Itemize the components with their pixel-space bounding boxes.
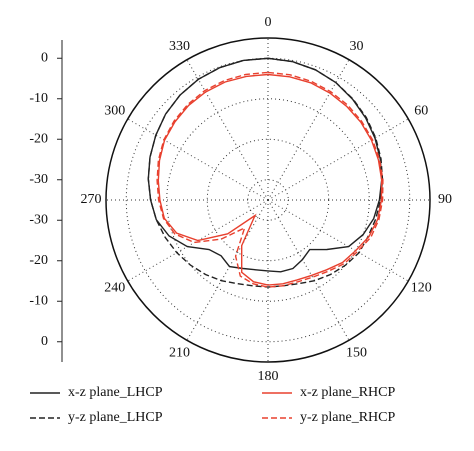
theta-tick-label: 270 — [81, 192, 102, 207]
grid-spoke — [186, 199, 269, 341]
theta-tick-label: 60 — [414, 104, 428, 119]
r-tick-label: -20 — [29, 253, 48, 268]
r-tick-label: 0 — [41, 50, 48, 65]
r-tick-label: -20 — [29, 131, 48, 146]
theta-tick-label: 240 — [104, 281, 125, 296]
legend-label: y-z plane_LHCP — [68, 410, 163, 425]
series-line — [157, 73, 383, 286]
legend-label: x-z plane_LHCP — [68, 385, 163, 400]
r-tick-label: -10 — [29, 293, 48, 308]
theta-tick-label: 150 — [346, 346, 367, 361]
grid-spoke — [267, 59, 350, 201]
grid-circle — [166, 98, 370, 302]
grid-spoke — [267, 199, 409, 282]
theta-tick-label: 210 — [169, 346, 190, 361]
grid-spoke — [127, 118, 269, 201]
outer-circle — [105, 37, 431, 363]
legend-label: y-z plane_RHCP — [300, 410, 395, 425]
theta-tick-label: 0 — [265, 15, 272, 30]
theta-tick-label: 180 — [258, 369, 279, 384]
theta-tick-label: 30 — [350, 39, 364, 54]
theta-tick-label: 120 — [411, 281, 432, 296]
r-tick-label: -10 — [29, 91, 48, 106]
grid-spoke — [186, 59, 269, 201]
grid-circle — [125, 57, 411, 343]
r-tick-label: -30 — [29, 172, 48, 187]
series-line — [147, 57, 384, 288]
series-line — [147, 57, 383, 273]
grid-spoke — [267, 199, 350, 341]
series-line — [156, 71, 384, 288]
legend-label: x-z plane_RHCP — [300, 385, 395, 400]
grid-spoke — [267, 118, 409, 201]
r-tick-label: 0 — [41, 334, 48, 349]
theta-tick-label: 300 — [104, 104, 125, 119]
theta-tick-label: 90 — [438, 192, 452, 207]
theta-tick-label: 330 — [169, 39, 190, 54]
r-tick-label: -30 — [29, 212, 48, 227]
